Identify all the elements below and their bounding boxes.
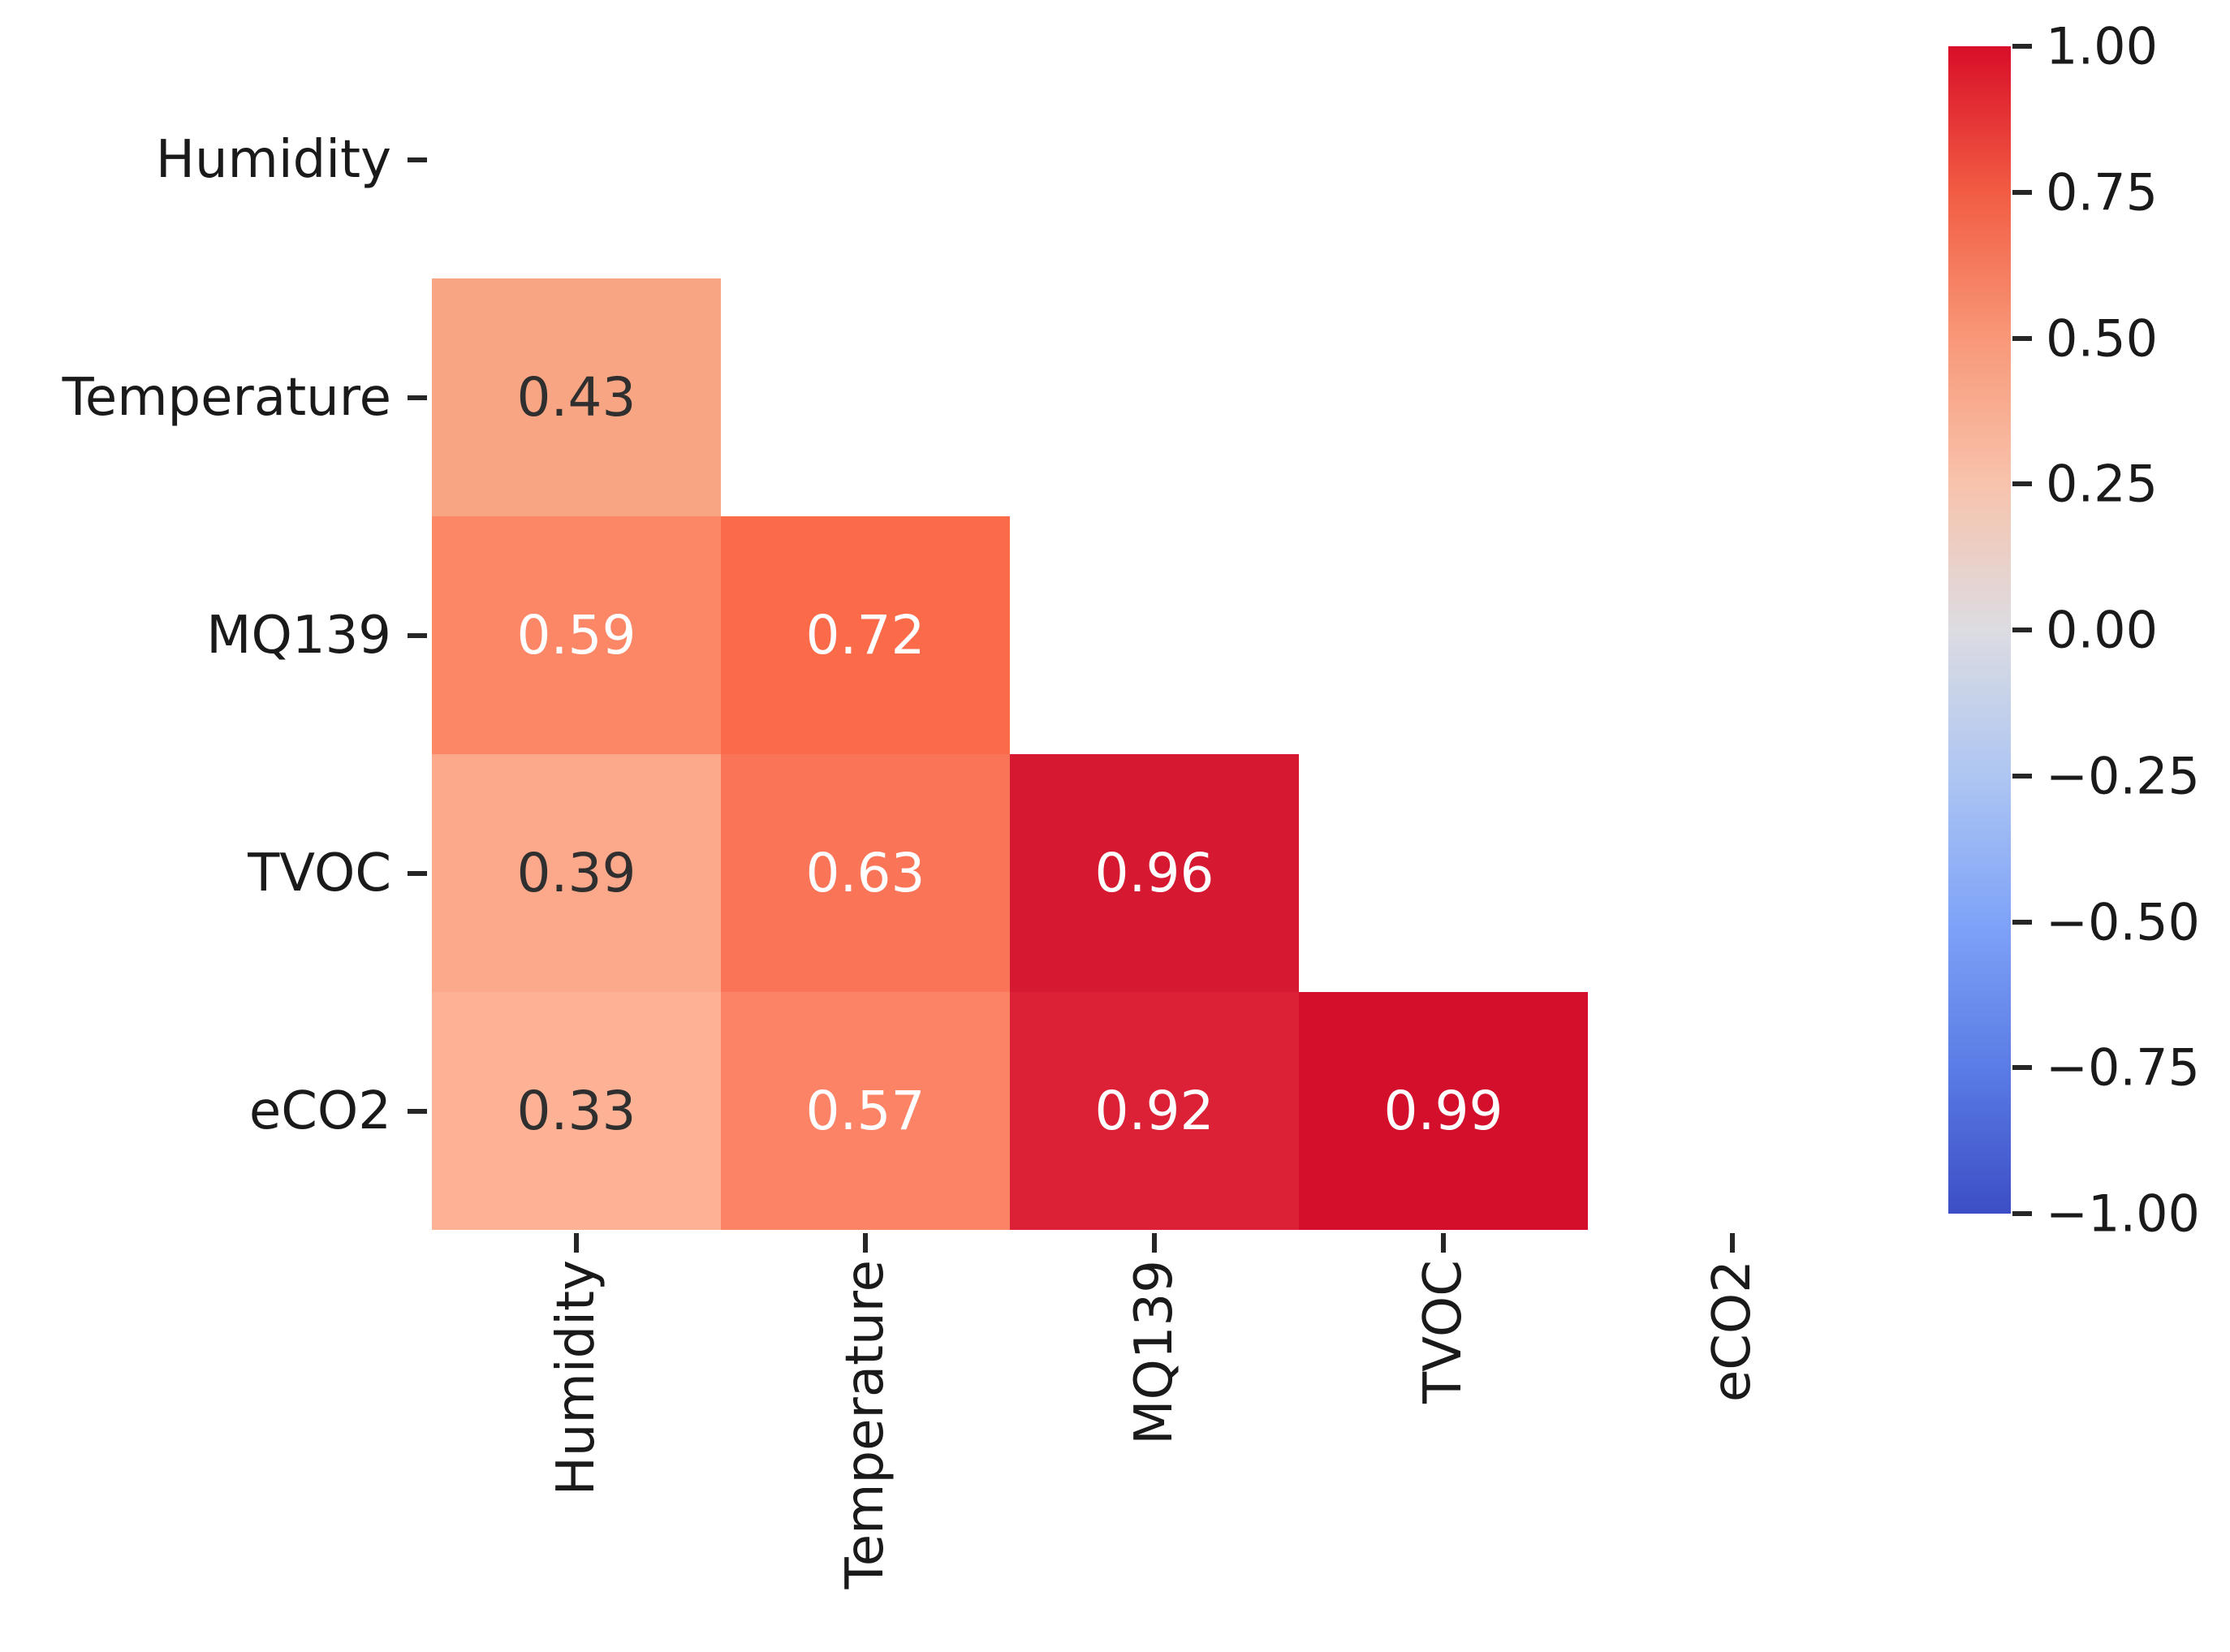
x-axis-tick-label: Humidity	[546, 1260, 606, 1496]
y-axis-tick	[408, 870, 427, 876]
colorbar-tick	[2012, 773, 2032, 779]
y-axis: Humidity Temperature MQ139 TVOC eCO2	[0, 41, 412, 1230]
colorbar-tick	[2012, 628, 2032, 632]
colorbar-tick	[2012, 1211, 2032, 1216]
cell-value-label: 0.33	[516, 1079, 636, 1142]
cell-value-label: 0.63	[805, 841, 925, 904]
x-axis-tick-label: MQ139	[1124, 1260, 1184, 1445]
cell-value-label: 0.72	[805, 603, 925, 666]
heatmap-cell: 0.59	[432, 516, 721, 754]
x-axis-tick	[574, 1233, 579, 1253]
cell-value-label: 0.99	[1383, 1079, 1503, 1142]
cell-value-label: 0.39	[516, 841, 636, 904]
y-axis-tick-label: Temperature	[62, 367, 391, 428]
y-axis-tick-label: MQ139	[206, 605, 391, 666]
colorbar-tick	[2012, 335, 2032, 341]
heatmap-cell: 0.33	[432, 992, 721, 1230]
cell-value-label: 0.96	[1094, 841, 1214, 904]
cell-value-label: 0.43	[516, 365, 636, 429]
colorbar-tick-label: 0.00	[2046, 600, 2159, 660]
x-axis-tick-label: Temperature	[835, 1260, 895, 1589]
cell-value-label: 0.92	[1094, 1079, 1214, 1142]
x-axis-tick	[1730, 1233, 1735, 1253]
heatmap-cell: 0.72	[721, 516, 1010, 754]
heatmap-cell: 0.39	[432, 754, 721, 992]
x-axis-tick-label: TVOC	[1413, 1260, 1473, 1404]
x-axis-tick-label: eCO2	[1702, 1260, 1762, 1403]
colorbar-tick-label: 0.75	[2046, 162, 2159, 222]
colorbar-tick	[2012, 919, 2032, 925]
heatmap-cell: 0.43	[432, 278, 721, 516]
x-axis: Humidity Temperature MQ139 TVOC eCO2	[432, 1260, 1877, 1652]
colorbar-gradient	[1948, 46, 2011, 1214]
colorbar-tick-label: 0.25	[2046, 454, 2159, 514]
heatmap-cell: 0.92	[1010, 992, 1299, 1230]
cell-value-label: 0.59	[516, 603, 636, 666]
colorbar-tick	[2012, 189, 2032, 195]
heatmap-cell: 0.63	[721, 754, 1010, 992]
heatmap-grid: 0.43 0.59 0.72 0.39 0.63 0.96 0.33 0.57 0.92 0.99	[432, 41, 1877, 1230]
colorbar-tick-label: −1.00	[2046, 1184, 2200, 1244]
y-axis-tick-label: Humidity	[155, 129, 391, 190]
heatmap-cell: 0.96	[1010, 754, 1299, 992]
y-axis-tick	[408, 157, 427, 162]
x-axis-tick	[863, 1233, 868, 1253]
colorbar-tick	[2012, 481, 2032, 487]
y-axis-tick	[408, 395, 427, 400]
colorbar-tick-label: 1.00	[2046, 16, 2159, 76]
y-axis-tick-label: eCO2	[248, 1080, 391, 1141]
colorbar-tick-label: −0.50	[2046, 892, 2200, 951]
colorbar-tick-label: −0.25	[2046, 746, 2200, 806]
colorbar-tick	[2012, 44, 2032, 49]
y-axis-tick	[408, 1108, 427, 1114]
cell-value-label: 0.57	[805, 1079, 925, 1142]
colorbar-tick	[2012, 1065, 2032, 1071]
x-axis-tick	[1152, 1233, 1157, 1253]
y-axis-tick-label: TVOC	[248, 843, 391, 904]
colorbar-tick-label: −0.75	[2046, 1037, 2200, 1098]
heatmap-cell: 0.99	[1299, 992, 1588, 1230]
heatmap-cell: 0.57	[721, 992, 1010, 1230]
x-axis-tick	[1441, 1233, 1446, 1253]
y-axis-tick	[408, 632, 427, 638]
colorbar-tick-label: 0.50	[2046, 308, 2159, 368]
